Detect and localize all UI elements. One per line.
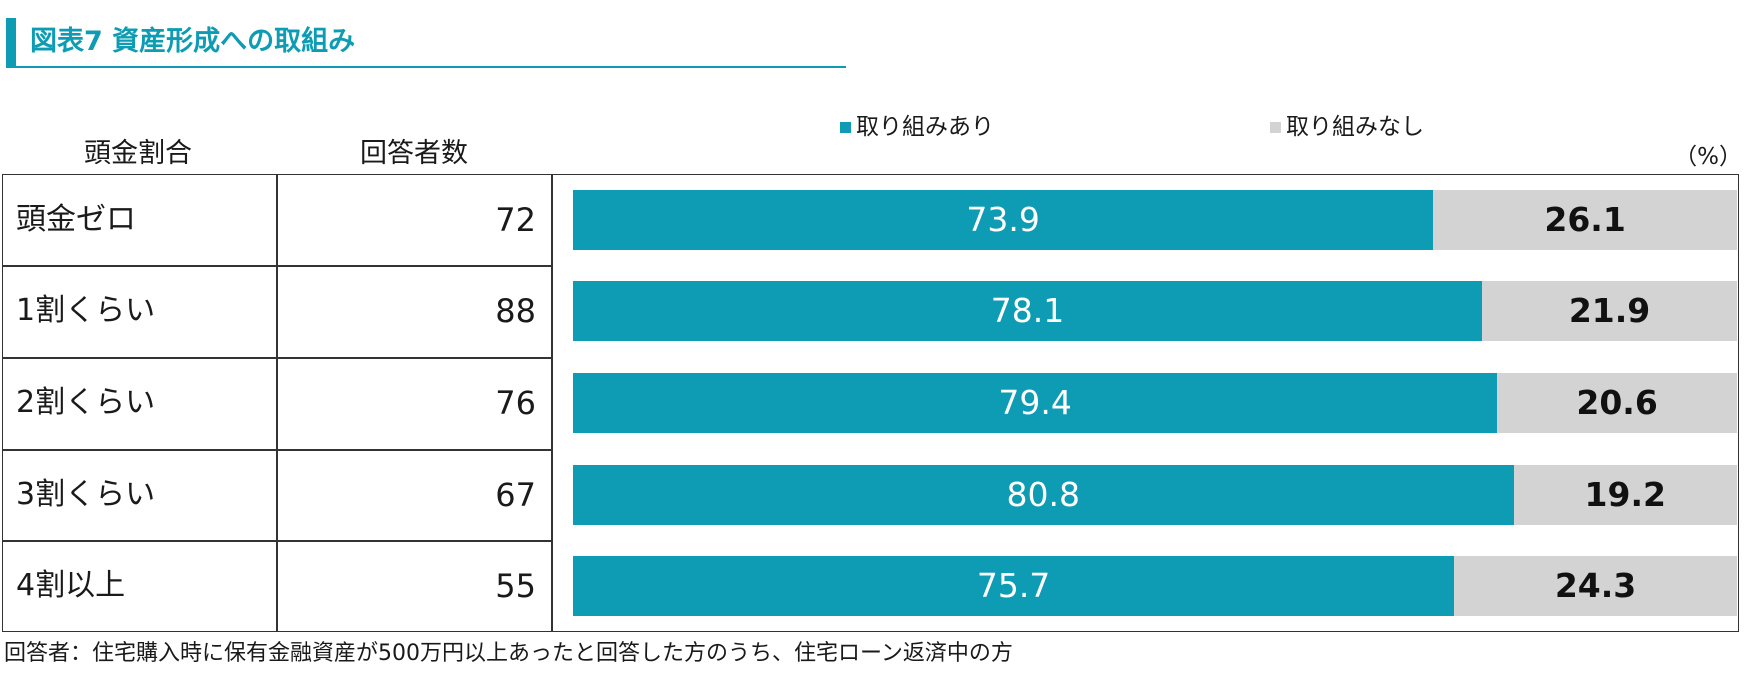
value-label-yes: 73.9 [966, 199, 1040, 239]
value-label-no: 24.3 [1554, 565, 1637, 605]
bar-segment-yes [573, 189, 1434, 250]
row-divider [2, 265, 551, 267]
bar-segment-no [1433, 189, 1737, 250]
legend-label-yes: 取り組みあり [856, 114, 994, 140]
header-down-payment-ratio: 頭金割合 [84, 138, 192, 169]
table-divider-count-chart [551, 174, 553, 632]
chart-title: 図表7 資産形成への取組み [30, 26, 356, 57]
row-respondent-count: 72 [495, 200, 536, 239]
row-label: 3割くらい [16, 476, 156, 512]
value-label-no: 20.6 [1576, 382, 1658, 422]
value-label-yes: 79.4 [998, 382, 1072, 422]
bar-segment-no [1513, 464, 1737, 525]
value-label-no: 21.9 [1568, 290, 1651, 330]
bar-segment-no [1482, 280, 1737, 341]
title-underline [6, 66, 846, 68]
header-respondent-count: 回答者数 [360, 138, 468, 169]
row-respondent-count: 55 [495, 566, 536, 605]
legend-swatch-yes [840, 121, 851, 133]
row-label: 2割くらい [16, 384, 156, 420]
bar-segment-yes [573, 464, 1514, 525]
title-accent-bar [6, 18, 16, 66]
bar-segment-yes [573, 280, 1483, 341]
row-label: 4割以上 [16, 567, 126, 603]
row-respondent-count: 88 [495, 291, 536, 330]
value-label-yes: 80.8 [1006, 474, 1080, 514]
bar-segment-yes [573, 555, 1455, 616]
row-label: 頭金ゼロ [16, 201, 136, 237]
footnote: 回答者：住宅購入時に保有金融資産が500万円以上あったと回答した方のうち、住宅ロ… [4, 641, 1013, 666]
row-label: 1割くらい [16, 292, 156, 328]
bar-segment-no [1454, 555, 1737, 616]
bar-segment-no [1497, 372, 1737, 433]
value-label-no: 26.1 [1544, 199, 1626, 239]
row-divider [2, 540, 551, 542]
value-label-no: 19.2 [1584, 474, 1666, 514]
legend-item-no: 取り組みなし [1270, 110, 1424, 144]
row-respondent-count: 76 [495, 383, 536, 422]
table-divider-label-count [276, 174, 278, 632]
value-label-yes: 75.7 [976, 565, 1051, 605]
legend-item-yes: 取り組みあり [840, 110, 994, 144]
unit-label: （%） [1674, 144, 1742, 170]
row-divider [2, 449, 551, 451]
bar-segment-yes [573, 372, 1498, 433]
row-respondent-count: 67 [495, 475, 536, 514]
data-table-frame [2, 174, 1739, 632]
legend-swatch-no [1270, 121, 1281, 133]
row-divider [2, 357, 551, 359]
value-label-yes: 78.1 [990, 290, 1065, 330]
legend-label-no: 取り組みなし [1286, 114, 1424, 140]
